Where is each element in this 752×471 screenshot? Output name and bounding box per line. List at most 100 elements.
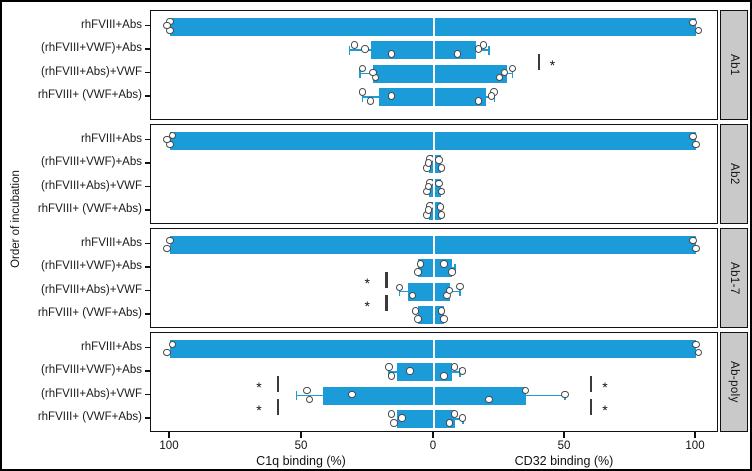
data-point-c1q [387,372,396,380]
bar-cd32 [434,306,445,324]
data-point-c1q [366,97,375,105]
category-label: (rhFVIII+VWF)+Abs [41,156,142,168]
whisker-cap-c1q [361,92,364,102]
data-point-cd32 [694,26,703,34]
data-point-cd32 [487,92,496,100]
zero-line [433,229,435,327]
category-label: rhFVIII+Abs [80,236,142,249]
data-point-cd32 [485,395,493,403]
data-point-cd32 [474,97,483,105]
bar-c1q [323,386,434,405]
bar-cd32 [434,131,696,150]
whisker-cd32 [507,72,513,75]
significance-line [590,399,593,416]
y-tick [145,417,150,419]
facet-strip: Ab2 [720,124,748,224]
y-tick [145,95,150,97]
data-point-cd32 [436,203,445,211]
panel-ab1-7: * * [150,228,718,328]
data-point-c1q [416,260,425,268]
category-label: rhFVIII+ (VWF+Abs) [37,203,142,215]
y-tick [145,289,150,292]
bar-c1q [170,339,434,358]
data-point-c1q [406,367,414,375]
data-point-c1q [168,340,177,348]
bar-c1q [170,131,434,150]
bar-cd32 [434,88,487,106]
bar-cd32 [434,64,508,83]
data-point-c1q [395,283,404,291]
y-tick [145,185,150,188]
data-point-c1q [424,182,433,190]
data-point-cd32 [458,367,467,375]
data-point-c1q [163,348,171,356]
data-point-cd32 [689,18,697,26]
bar-c1q [418,306,434,324]
category-label: (rhFVIII+Abs)+VWF [41,65,142,78]
bar-cd32 [434,202,441,220]
category-label: (rhFVIII+VWF)+Abs [41,364,142,376]
data-point-cd32 [435,179,443,187]
significance-asterisk: * [549,56,556,73]
whisker-c1q [399,290,408,293]
facet-label: Ab1-7 [728,261,740,295]
data-point-cd32 [445,286,454,294]
panel-ab2 [150,124,718,224]
data-point-c1q [168,131,177,139]
bar-cd32 [434,155,441,173]
x-tick-label: 50 [294,440,308,452]
data-point-c1q [163,244,171,252]
facet-label: Ab1 [728,54,740,76]
y-tick [145,138,150,141]
whisker-cap-c1q [348,45,351,55]
data-point-cd32 [694,348,703,356]
bar-cd32 [434,386,526,405]
significance-line [385,271,388,288]
data-point-c1q [358,88,367,96]
data-point-c1q [390,419,398,427]
data-point-c1q [163,21,171,29]
whisker-c1q [349,49,371,51]
y-tick [145,242,150,245]
data-point-cd32 [448,268,456,276]
facet-label: Ab2 [728,163,740,185]
x-axis-title-left: C1q binding (%) [256,454,346,468]
data-point-c1q [163,135,171,143]
data-point-cd32 [561,390,569,398]
facet-strip: Ab1-7 [720,228,748,328]
significance-line [537,53,540,70]
data-point-c1q [424,206,433,214]
whisker-cap-c1q [359,69,361,78]
category-label: (rhFVIII+VWF)+Abs [41,260,142,272]
category-label: (rhFVIII+Abs)+VWF [41,283,142,296]
data-point-cd32 [495,73,503,81]
bar-c1q [370,41,434,59]
data-point-cd32 [435,156,443,164]
data-point-c1q [369,68,377,76]
whisker-cap-c1q [295,391,298,400]
y-tick [145,266,150,268]
significance-asterisk: * [256,378,262,395]
x-tick-label: 100 [159,440,179,452]
data-point-c1q [358,64,367,72]
bar-c1q [378,88,434,106]
data-point-cd32 [440,372,448,380]
data-point-cd32 [474,45,483,53]
data-point-c1q [350,41,359,49]
significance-line [385,295,388,312]
x-tick [563,432,565,438]
bar-cd32 [434,339,696,358]
y-tick [145,162,150,164]
category-label: (rhFVIII+Abs)+VWF [41,179,142,192]
x-tick [168,432,170,438]
data-point-c1q [361,45,369,53]
data-point-cd32 [521,386,530,394]
x-tick-label: 100 [685,440,705,452]
category-label: (rhFVIII+VWF)+Abs [41,42,142,54]
data-point-cd32 [437,307,446,315]
y-tick [145,24,150,27]
data-point-cd32 [479,41,488,49]
data-point-c1q [414,268,422,276]
significance-asterisk: * [602,378,608,395]
